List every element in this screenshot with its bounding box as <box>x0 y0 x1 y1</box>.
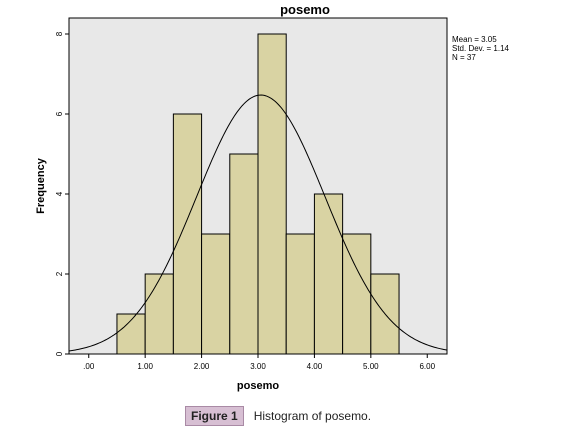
x-axis-ticks: .00 1.00 2.00 3.00 4.00 5.00 6.00 <box>83 354 436 371</box>
histogram-chart: .00 1.00 2.00 3.00 4.00 5.00 6.00 0 2 4 6 8 posemo… <box>35 2 510 392</box>
x-tick-label: 4.00 <box>307 362 323 371</box>
y-tick-label: 0 <box>55 351 64 356</box>
stat-mean: Mean = 3.05 <box>452 35 497 44</box>
normal-curve-line <box>68 94 448 352</box>
figure-caption: Figure 1 Histogram of posemo. <box>185 405 371 427</box>
x-axis-label: posemo <box>237 380 279 392</box>
y-tick-label: 8 <box>55 31 64 36</box>
histogram-bar <box>313 193 344 355</box>
y-tick-label: 6 <box>55 111 64 116</box>
y-axis-ticks: 0 2 4 6 8 <box>55 31 69 356</box>
histogram-bar <box>172 113 203 355</box>
normal-curve <box>68 94 448 352</box>
histogram-bar <box>257 33 287 355</box>
x-tick-label: 6.00 <box>419 362 435 371</box>
histogram-bar <box>342 233 372 355</box>
x-tick-label: 1.00 <box>137 362 153 371</box>
y-axis-label: Frequency <box>35 157 47 214</box>
stat-n: N = 37 <box>452 53 476 62</box>
histogram-bar <box>201 233 231 355</box>
histogram-bar <box>229 153 259 355</box>
x-tick-label: 3.00 <box>250 362 266 371</box>
y-tick-label: 4 <box>55 191 64 196</box>
stat-std-dev: Std. Dev. = 1.14 <box>452 44 510 53</box>
bars <box>116 33 400 355</box>
x-tick-label: 2.00 <box>194 362 210 371</box>
chart-title: posemo <box>280 2 330 17</box>
x-tick-label: .00 <box>83 362 95 371</box>
histogram-bar <box>285 233 315 355</box>
y-tick-label: 2 <box>55 271 64 276</box>
figure-label-badge: Figure 1 <box>185 406 244 426</box>
x-tick-label: 5.00 <box>363 362 379 371</box>
histogram-bar <box>144 273 174 355</box>
caption-text: Histogram of posemo. <box>253 409 372 423</box>
